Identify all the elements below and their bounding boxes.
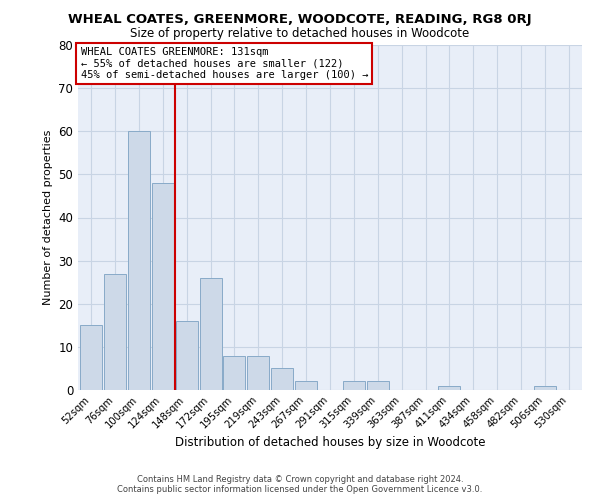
Bar — [367, 382, 389, 390]
Text: WHEAL COATES, GREENMORE, WOODCOTE, READING, RG8 0RJ: WHEAL COATES, GREENMORE, WOODCOTE, READI… — [68, 12, 532, 26]
Text: WHEAL COATES GREENMORE: 131sqm
← 55% of detached houses are smaller (122)
45% of: WHEAL COATES GREENMORE: 131sqm ← 55% of … — [80, 46, 368, 80]
Bar — [295, 382, 317, 390]
Text: Size of property relative to detached houses in Woodcote: Size of property relative to detached ho… — [130, 28, 470, 40]
Bar — [439, 386, 460, 390]
Bar — [104, 274, 126, 390]
Bar — [200, 278, 221, 390]
Bar — [271, 368, 293, 390]
X-axis label: Distribution of detached houses by size in Woodcote: Distribution of detached houses by size … — [175, 436, 485, 449]
Bar — [534, 386, 556, 390]
Bar — [80, 326, 102, 390]
Bar — [343, 382, 365, 390]
Text: Contains HM Land Registry data © Crown copyright and database right 2024.
Contai: Contains HM Land Registry data © Crown c… — [118, 474, 482, 494]
Bar — [176, 321, 197, 390]
Bar — [152, 183, 174, 390]
Bar — [247, 356, 269, 390]
Bar — [223, 356, 245, 390]
Bar — [128, 131, 150, 390]
Y-axis label: Number of detached properties: Number of detached properties — [43, 130, 53, 305]
